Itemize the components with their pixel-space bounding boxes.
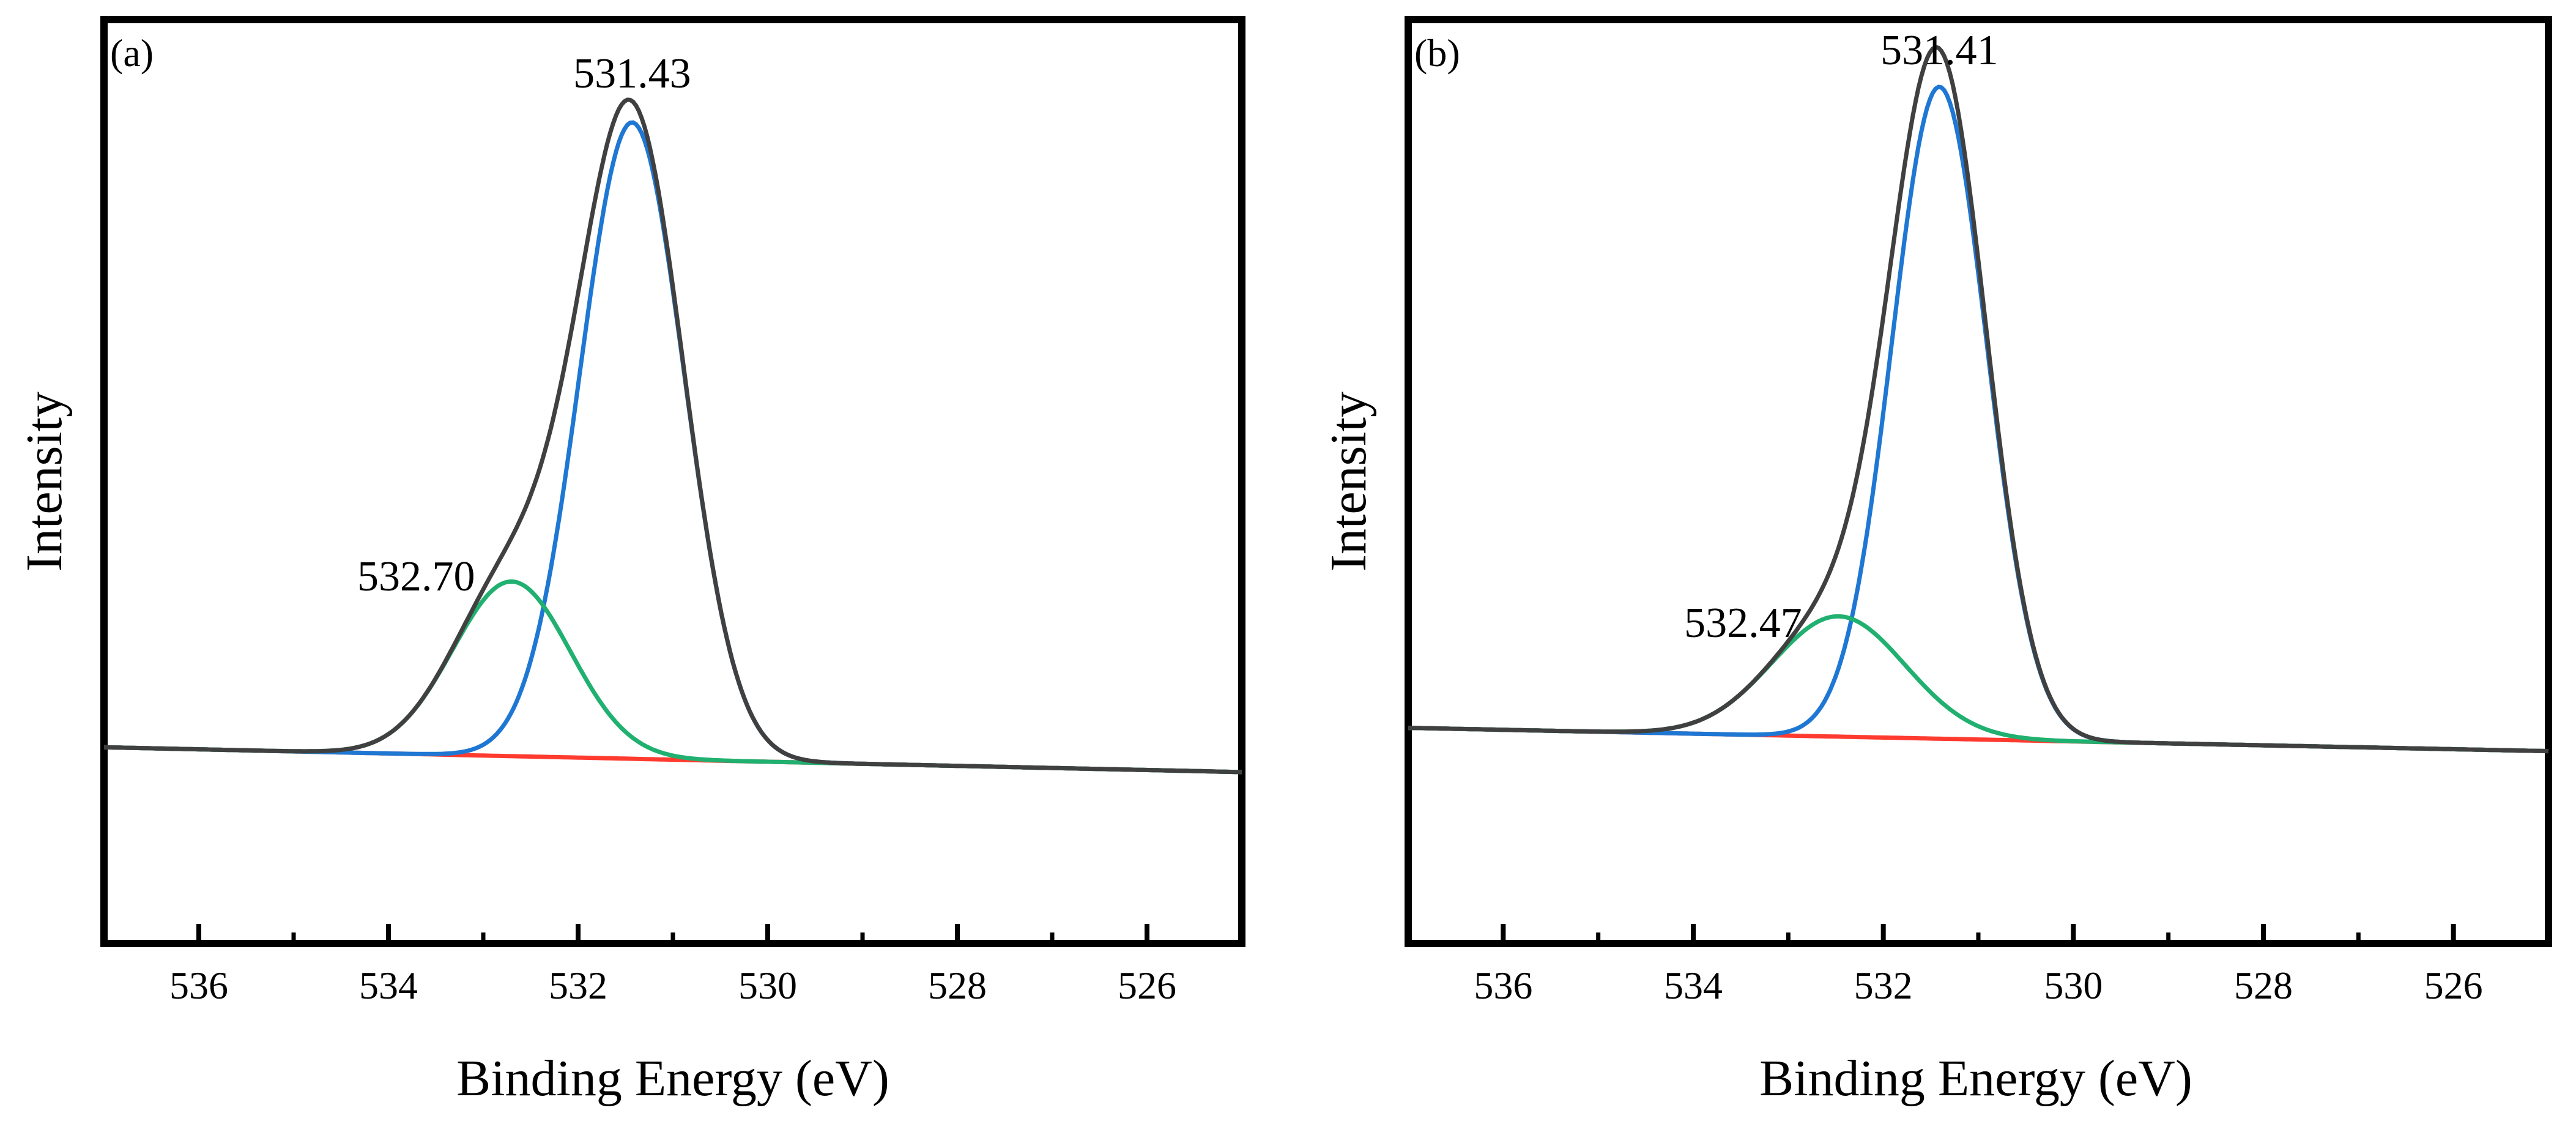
y-axis-title: Intensity <box>1320 392 1377 571</box>
x-tick-label: 530 <box>2044 964 2103 1007</box>
x-tick-label: 536 <box>1474 964 1532 1007</box>
x-tick-label: 536 <box>169 964 228 1007</box>
envelope-line <box>103 97 1242 775</box>
x-ticks: 536 534 532 530 528 526 <box>169 924 1176 1007</box>
x-tick-label: 534 <box>359 964 418 1007</box>
x-tick-label: 526 <box>2424 964 2483 1007</box>
panel-b: (b) 536 534 532 530 528 526 531.41 532.47 Bind… <box>1320 16 2552 1107</box>
peak-annotations: 531.43 532.70 <box>357 50 691 600</box>
x-tick-label: 530 <box>738 964 797 1007</box>
plot-frame <box>100 16 1245 947</box>
x-tick-label: 534 <box>1664 964 1723 1007</box>
curves <box>1408 45 2549 754</box>
panel-a: (a) 536 534 532 530 528 526 531.43 532.70 Bind… <box>16 16 1245 1107</box>
curves <box>103 97 1242 775</box>
x-tick-label: 528 <box>928 964 987 1007</box>
x-ticks: 536 534 532 530 528 526 <box>1474 924 2483 1007</box>
peak-label: 531.41 <box>1880 27 1999 74</box>
component-line-1 <box>103 120 1242 775</box>
plot-frame <box>1405 16 2552 947</box>
component-line-2 <box>103 579 1242 775</box>
component-line-1 <box>1408 84 2549 754</box>
peak-annotations: 531.41 532.47 <box>1684 27 1998 647</box>
x-tick-label: 528 <box>2234 964 2293 1007</box>
x-tick-label: 532 <box>549 964 607 1007</box>
peak-label: 532.70 <box>357 553 475 600</box>
y-axis-title: Intensity <box>16 392 73 571</box>
peak-label: 532.47 <box>1684 600 1802 647</box>
peak-label: 531.43 <box>573 50 691 97</box>
panel-label: (a) <box>110 31 154 75</box>
panel-label: (b) <box>1414 31 1460 75</box>
x-axis-title: Binding Energy (eV) <box>456 1050 889 1107</box>
x-axis-title: Binding Energy (eV) <box>1759 1050 2192 1107</box>
x-tick-label: 526 <box>1118 964 1176 1007</box>
x-tick-label: 532 <box>1854 964 1913 1007</box>
envelope-line <box>1408 45 2549 754</box>
